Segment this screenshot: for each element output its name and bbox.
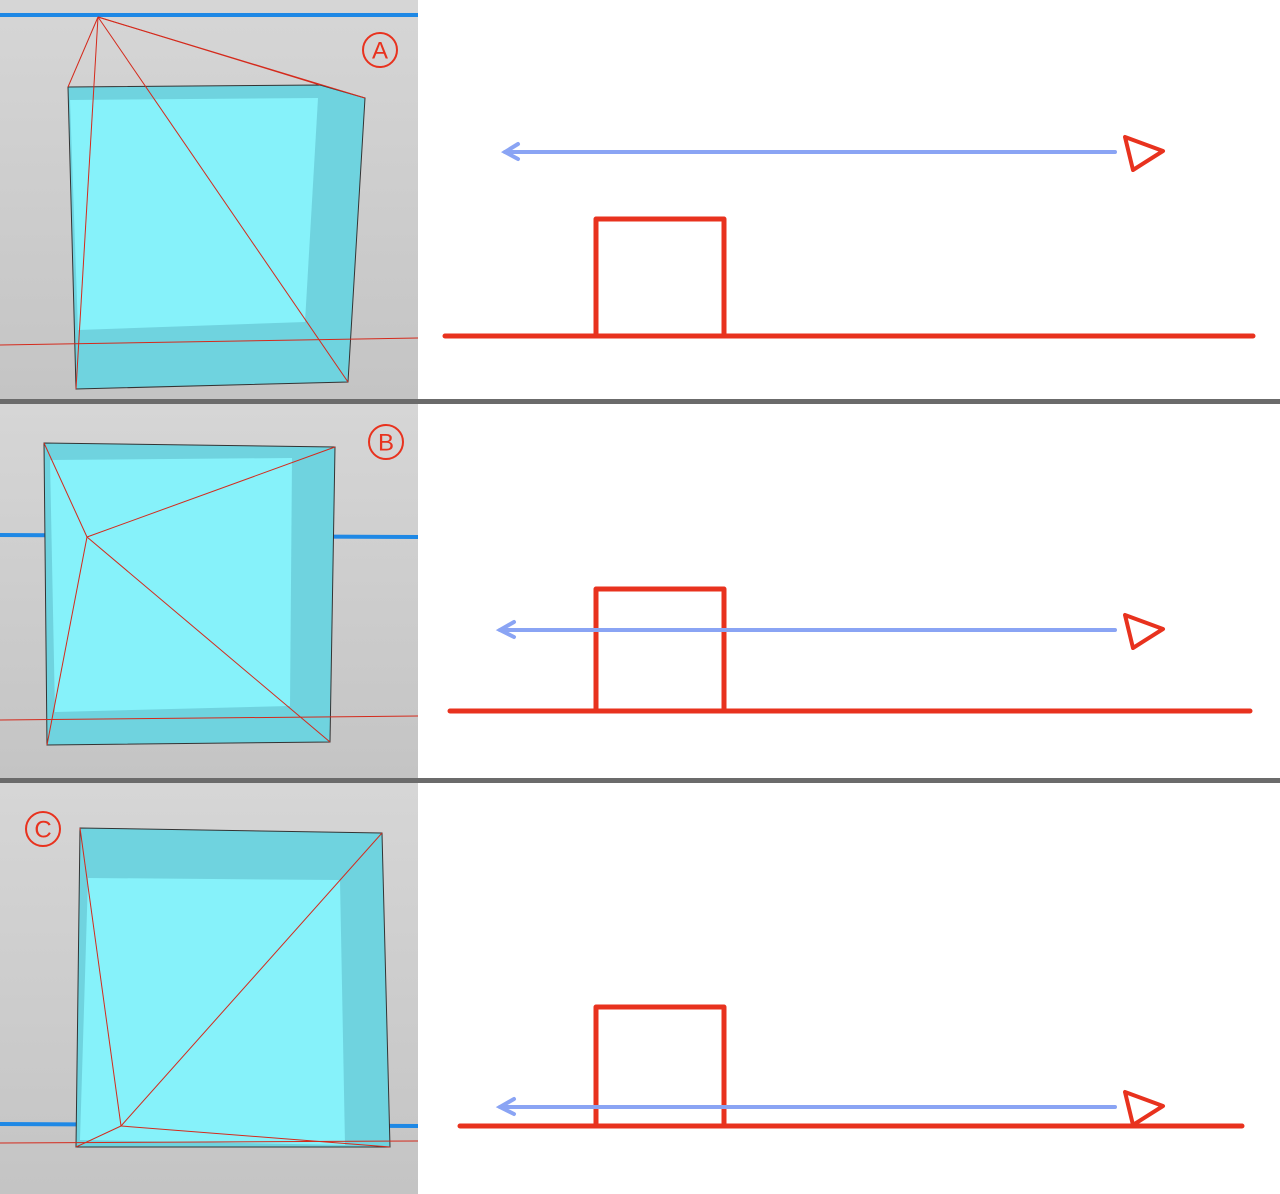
separator <box>0 778 1280 783</box>
panel-c: C <box>0 783 1245 1194</box>
label-circle <box>368 424 404 460</box>
panel-b: B <box>0 404 1253 780</box>
box <box>593 586 727 714</box>
perspective-lines <box>0 827 419 1148</box>
perspective-lines <box>0 442 419 746</box>
arrowhead <box>495 620 516 639</box>
arrowhead <box>500 142 520 161</box>
panel-label: C <box>34 817 51 844</box>
cube-face <box>80 878 345 1145</box>
label-circle <box>362 32 398 68</box>
eye <box>1123 613 1165 650</box>
cube-face <box>70 98 318 330</box>
cube-face <box>50 458 292 712</box>
eye <box>1123 1090 1165 1127</box>
separator <box>0 399 1280 404</box>
eye <box>1123 135 1165 172</box>
panel-label: A <box>372 38 388 65</box>
label-circle <box>25 811 61 847</box>
panel-label: B <box>378 430 394 457</box>
box <box>593 1004 727 1129</box>
arrowhead <box>495 1097 516 1116</box>
panel-a: A <box>0 0 1256 400</box>
box <box>593 216 727 339</box>
perspective-lines <box>0 16 419 390</box>
